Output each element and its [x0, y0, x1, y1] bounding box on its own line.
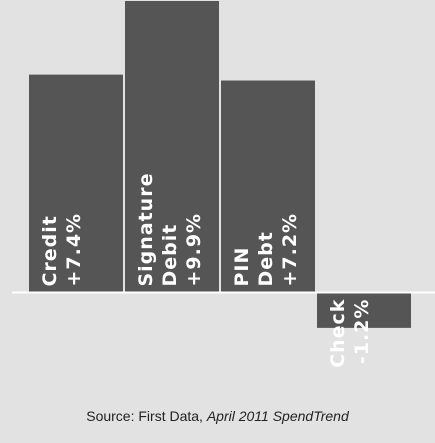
- bar-label-line: Check: [327, 299, 349, 368]
- bar-label-line: +7.2%: [279, 213, 301, 287]
- bar-check: [317, 292, 411, 328]
- bar-label-pin-debt: PIN Debt +7.2%: [231, 213, 301, 287]
- bar-label-line: +9.9%: [183, 213, 205, 287]
- source-publication: April 2011 SpendTrend: [206, 408, 349, 424]
- bar-signature-debit: [125, 1, 219, 293]
- bar-label-line: Signature: [135, 173, 157, 287]
- bar-label-line: -1.2%: [351, 299, 373, 365]
- bar-label-credit: Credit +7.4%: [39, 213, 85, 287]
- bar-label-signature-debit: Signature Debit +9.9%: [135, 173, 205, 287]
- source-prefix: Source: First Data,: [86, 408, 207, 424]
- bar-label-line: Debt: [255, 231, 277, 286]
- bar-label-check: Check -1.2%: [327, 299, 373, 368]
- bar-pin-debt: [221, 80, 315, 293]
- bar-label-line: +7.4%: [63, 213, 85, 287]
- bar-label-line: PIN: [231, 247, 253, 287]
- bar-credit: [29, 74, 123, 293]
- bar-label-line: Debit: [159, 224, 181, 287]
- source-note: Source: First Data, April 2011 SpendTren…: [0, 408, 435, 424]
- bar-label-line: Credit: [39, 215, 61, 286]
